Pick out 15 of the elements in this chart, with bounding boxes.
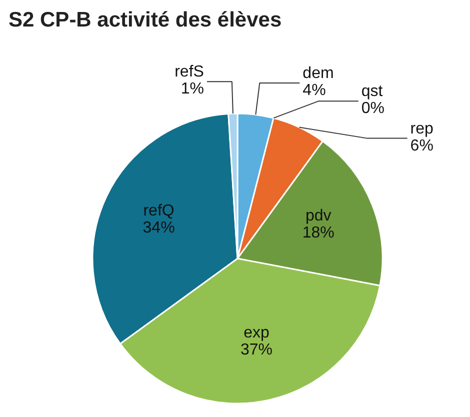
slice-label: refQ <box>143 202 174 220</box>
data-label: 18% <box>302 224 334 242</box>
text: 0% <box>361 100 384 118</box>
data-label: 34% <box>142 219 175 236</box>
slice-label: exp <box>244 324 270 342</box>
data-label: 1% <box>180 80 204 98</box>
data-label: 6% <box>410 137 434 154</box>
data-label: 4% <box>302 82 326 99</box>
slice-label: rep <box>410 120 434 138</box>
slice-label: dem <box>302 64 334 82</box>
chart-title: S2 CP-B activité des élèves <box>8 8 282 32</box>
slice-label: refS <box>174 64 204 81</box>
category-label: qst <box>361 83 383 100</box>
slice-label: pdv <box>305 207 332 224</box>
data-label: 37% <box>240 341 272 358</box>
